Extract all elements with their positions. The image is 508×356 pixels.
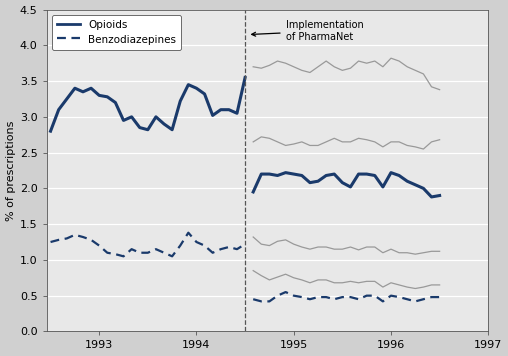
- Text: Implementation
of PharmaNet: Implementation of PharmaNet: [251, 20, 363, 42]
- Y-axis label: % of prescriptions: % of prescriptions: [6, 120, 16, 221]
- Legend: Opioids, Benzodiazepines: Opioids, Benzodiazepines: [52, 15, 181, 50]
